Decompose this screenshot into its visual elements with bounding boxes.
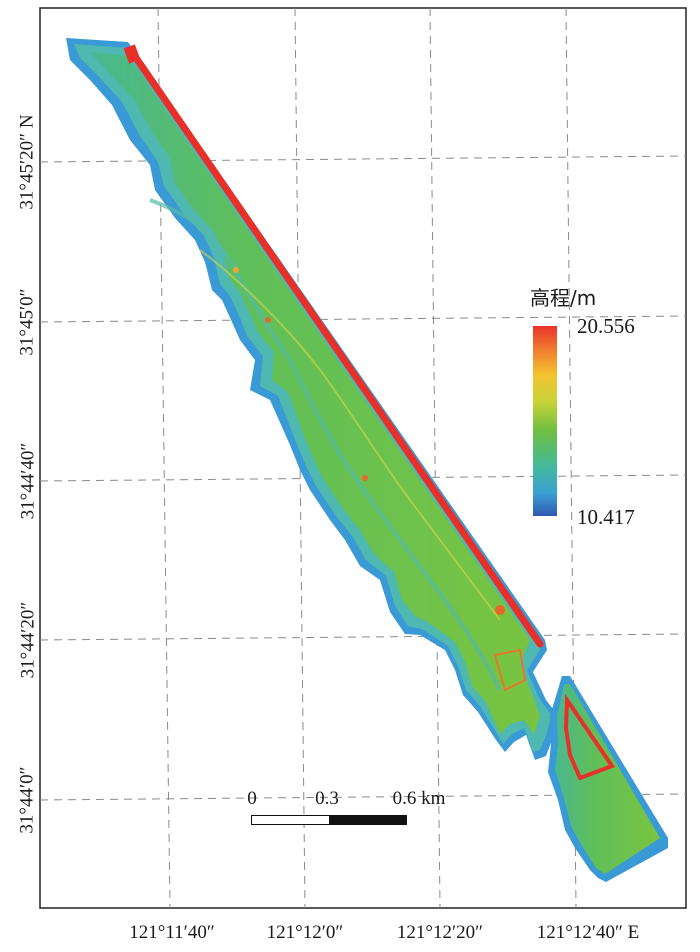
meridian-line — [157, 7, 171, 909]
island-main — [66, 38, 560, 760]
map-border — [39, 7, 687, 909]
inner-channel — [149, 198, 502, 691]
island-land — [90, 52, 540, 734]
parallel-line — [39, 315, 687, 323]
parallel-line — [39, 155, 687, 163]
longitude-label: 121°11′40″ — [129, 922, 215, 943]
elevated-structure — [493, 648, 527, 692]
dike-end — [123, 44, 141, 64]
island-south — [548, 676, 668, 882]
latitude-label: 31°45′20″ N — [17, 114, 39, 210]
elevated-spot — [362, 475, 368, 481]
scale-bar — [251, 815, 407, 825]
elevated-spot — [265, 317, 271, 323]
longitude-label: 121°12′0″ — [266, 922, 344, 943]
latitude-label: 31°44′20″ — [17, 601, 39, 679]
latitude-label: 31°45′0″ — [17, 288, 39, 356]
parallel-line — [39, 633, 687, 641]
legend-min-value: 10.417 — [577, 505, 635, 529]
latitude-label: 31°44′40″ — [17, 442, 39, 520]
latitude-label: 31°44′0″ — [17, 766, 39, 834]
legend-color-bar — [533, 326, 557, 516]
meridian-line — [565, 7, 577, 909]
scale-bar-label: 0.3 — [315, 788, 339, 809]
legend-title: 高程/m — [530, 286, 597, 310]
longitude-label: 121°12′40″ E — [536, 922, 640, 943]
scale-bar-segment — [252, 816, 329, 824]
island-south-dike — [563, 693, 616, 781]
scale-bar-label: 0.6 km — [392, 788, 446, 809]
island-south-land — [555, 684, 660, 874]
elevated-spot — [495, 605, 505, 615]
longitude-label: 121°12′20″ — [396, 922, 484, 943]
dike — [128, 48, 544, 648]
meridian-line — [429, 7, 441, 909]
legend-max-value: 20.556 — [577, 314, 635, 338]
inner-ridge — [199, 249, 501, 621]
scale-bar-label: 0 — [247, 788, 257, 809]
scale-bar-segment — [329, 816, 406, 824]
elevated-spot — [233, 267, 239, 273]
